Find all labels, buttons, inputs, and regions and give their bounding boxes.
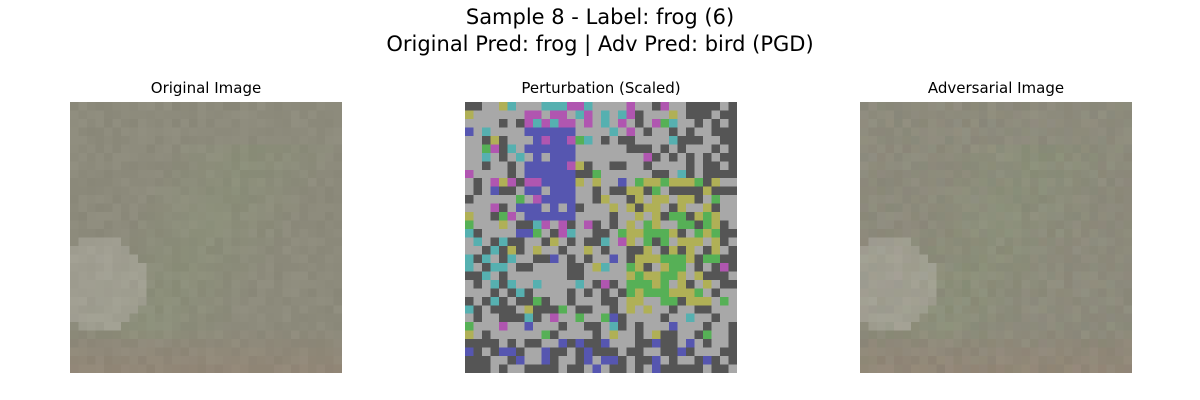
figure-suptitle: Sample 8 - Label: frog (6) Original Pred… bbox=[0, 4, 1200, 58]
panel-adversarial: Adversarial Image bbox=[860, 78, 1132, 373]
adversarial-image bbox=[860, 102, 1132, 373]
panel-perturbation: Perturbation (Scaled) bbox=[465, 78, 737, 373]
panel-title-original: Original Image bbox=[150, 79, 262, 97]
original-image bbox=[70, 102, 342, 373]
panel-title-adversarial: Adversarial Image bbox=[927, 79, 1065, 97]
perturbation-image bbox=[465, 102, 737, 373]
suptitle-line-1: Sample 8 - Label: frog (6) bbox=[465, 5, 735, 29]
panel-title-perturbation: Perturbation (Scaled) bbox=[521, 79, 681, 97]
panel-original: Original Image bbox=[70, 78, 342, 373]
suptitle-line-2: Original Pred: frog | Adv Pred: bird (PG… bbox=[386, 32, 814, 56]
